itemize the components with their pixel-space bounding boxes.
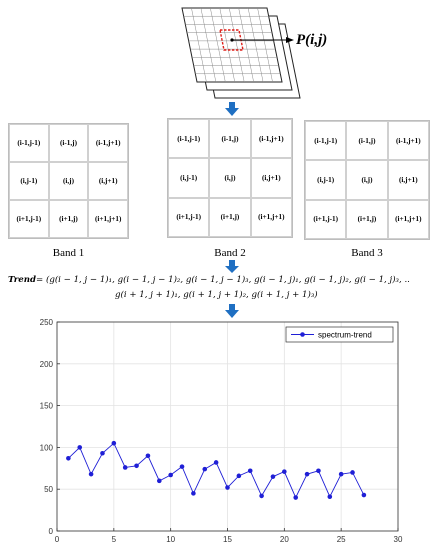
band-3-cell: (i+1,j-1) bbox=[305, 199, 347, 239]
spectrum-trend-chart: 0 5 10 15 20 25 30 0 50 100 150 200 250 spectrum-tren… bbox=[40, 318, 403, 544]
data-point bbox=[77, 445, 83, 450]
band-1-cell: (i-1,j+1) bbox=[88, 124, 128, 162]
data-point bbox=[259, 493, 264, 499]
data-point bbox=[168, 472, 173, 478]
y-tick-label: 200 bbox=[40, 360, 54, 369]
data-point bbox=[122, 465, 128, 470]
band-1-cell: (i,j-1) bbox=[9, 162, 49, 200]
data-point bbox=[134, 463, 139, 469]
band-1-cell: (i-1,j-1) bbox=[9, 124, 49, 162]
band-2-cell: (i+1,j) bbox=[209, 197, 251, 237]
data-point bbox=[157, 478, 162, 484]
band-2-cell: (i-1,j+1) bbox=[250, 119, 292, 159]
data-point bbox=[350, 470, 355, 475]
image-stack-illustration bbox=[181, 7, 301, 99]
band-3-label: Band 3 bbox=[351, 247, 383, 259]
band-3-cell: (i,j-1) bbox=[305, 160, 347, 200]
data-point bbox=[293, 495, 299, 500]
data-point bbox=[327, 494, 333, 500]
band-1-cell: (i-1,j) bbox=[48, 124, 89, 162]
x-tick-label: 15 bbox=[223, 535, 232, 544]
trend-formula-line-1: Trend= (g(i − 1, j − 1)₁, g(i − 1, j − 1… bbox=[8, 273, 410, 287]
x-tick-label: 10 bbox=[166, 535, 175, 544]
band-3-cell: (i+1,j) bbox=[346, 199, 388, 239]
band-3-cell: (i-1,j-1) bbox=[305, 121, 347, 161]
down-arrow-icon bbox=[225, 102, 239, 116]
y-tick-label: 0 bbox=[49, 527, 54, 536]
trend-label: Trend bbox=[8, 275, 37, 285]
pixel-label: P(i,j) bbox=[296, 32, 328, 48]
band-2-cell: (i,j) bbox=[209, 158, 251, 198]
y-tick-label: 150 bbox=[40, 402, 54, 411]
band-1-cell: (i+1,j-1) bbox=[9, 200, 49, 238]
data-point bbox=[225, 485, 230, 490]
y-tick-label: 100 bbox=[40, 443, 54, 452]
data-point bbox=[202, 466, 208, 472]
band-3-cell: (i,j+1) bbox=[387, 160, 429, 200]
band-3-cell: (i-1,j) bbox=[346, 121, 388, 161]
band-3-cell: (i-1,j+1) bbox=[387, 121, 429, 161]
data-point bbox=[191, 491, 196, 496]
band-3-cell: (i,j) bbox=[346, 160, 388, 200]
down-arrow-icon bbox=[225, 304, 239, 318]
band-layer-1 bbox=[181, 7, 294, 83]
down-arrow-icon bbox=[225, 260, 239, 273]
band-2-label: Band 2 bbox=[214, 247, 246, 259]
data-point bbox=[145, 453, 151, 459]
y-tick-label: 250 bbox=[40, 318, 54, 327]
data-point bbox=[236, 473, 242, 479]
y-tick-label: 50 bbox=[44, 485, 53, 494]
data-point bbox=[361, 492, 367, 498]
band-1-cell: (i+1,j+1) bbox=[88, 200, 128, 238]
band-2-cell: (i+1,j+1) bbox=[250, 197, 292, 237]
band-2-cell: (i-1,j) bbox=[209, 119, 251, 159]
band-2-cell: (i,j+1) bbox=[250, 158, 292, 198]
trend-formula-text-2: g(i + 1, j + 1)₁, g(i + 1, j + 1)₂, g(i … bbox=[115, 290, 318, 300]
x-tick-label: 25 bbox=[337, 535, 346, 544]
band-2-grid: (i-1,j-1) (i-1,j) (i-1,j+1) (i,j-1) (i,j) (i,… bbox=[167, 118, 293, 238]
trend-formula-text-1: = (g(i − 1, j − 1)₁, g(i − 1, j − 1)₂, g… bbox=[36, 275, 410, 285]
x-tick-label: 20 bbox=[280, 535, 289, 544]
data-point bbox=[316, 468, 321, 474]
x-tick-label: 5 bbox=[112, 535, 117, 544]
band-1-cell: (i+1,j) bbox=[48, 200, 89, 238]
legend-label: spectrum-trend bbox=[318, 331, 372, 340]
data-point bbox=[213, 460, 219, 465]
band-1-grid: (i-1,j-1) (i-1,j) (i-1,j+1) (i,j-1) (i,j) (i,… bbox=[8, 123, 129, 239]
band-1-label: Band 1 bbox=[52, 247, 85, 259]
data-point bbox=[111, 440, 117, 446]
band-1-cell: (i,j) bbox=[48, 162, 89, 200]
data-point bbox=[282, 469, 287, 474]
legend-marker bbox=[300, 332, 305, 337]
band-3-cell: (i+1,j+1) bbox=[387, 199, 429, 239]
legend-box bbox=[285, 326, 394, 343]
band-1-cell: (i,j+1) bbox=[88, 162, 128, 200]
data-point bbox=[66, 455, 71, 461]
data-point bbox=[338, 471, 344, 477]
data-point bbox=[88, 471, 94, 477]
data-point bbox=[179, 464, 185, 469]
x-tick-label: 30 bbox=[394, 535, 403, 544]
data-point bbox=[100, 450, 105, 456]
band-3-grid: (i-1,j-1) (i-1,j) (i-1,j+1) (i,j-1) (i,j) (i,… bbox=[304, 120, 430, 240]
band-2-cell: (i-1,j-1) bbox=[168, 119, 210, 159]
trend-formula-line-2: g(i + 1, j + 1)₁, g(i + 1, j + 1)₂, g(i … bbox=[115, 288, 318, 302]
data-point bbox=[247, 468, 253, 474]
band-2-cell: (i,j-1) bbox=[168, 158, 210, 198]
band-2-cell: (i+1,j-1) bbox=[168, 197, 210, 237]
neighborhood-highlight-box bbox=[219, 29, 244, 51]
data-point bbox=[304, 471, 310, 477]
x-tick-label: 0 bbox=[55, 535, 60, 544]
data-point bbox=[270, 474, 276, 479]
